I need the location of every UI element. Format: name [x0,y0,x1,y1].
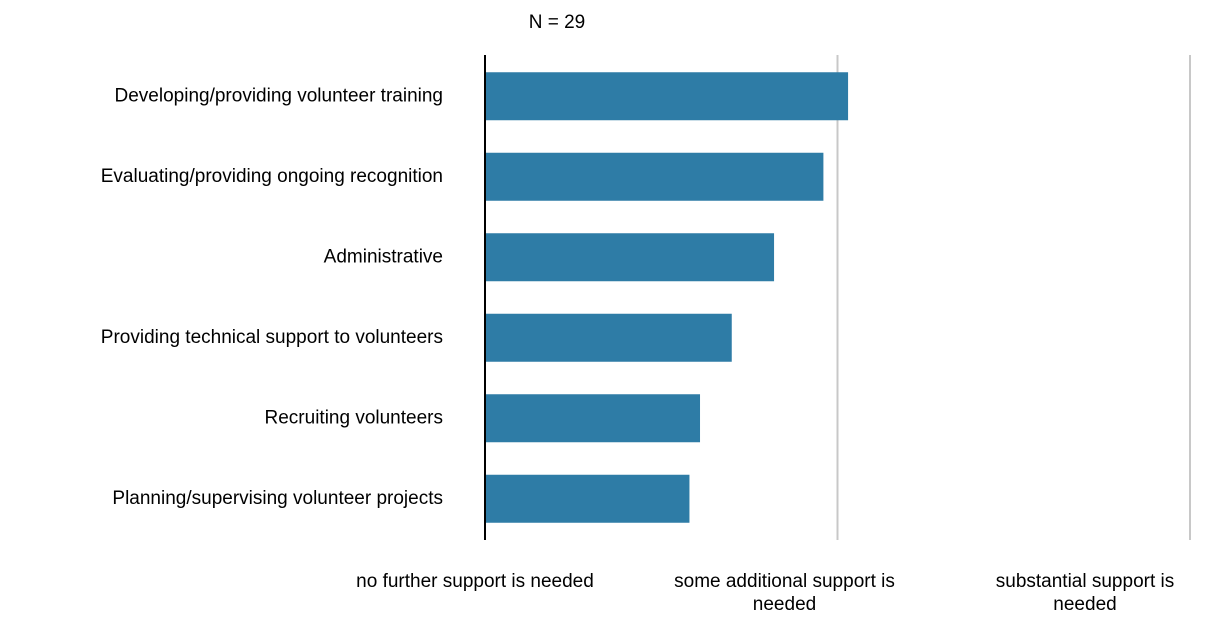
x-tick-label: substantial support is needed [995,571,1175,615]
bar [485,313,732,362]
bar [485,72,849,121]
x-tick-label: no further support is needed [356,571,594,592]
chart-subtitle: N = 29 [529,12,586,33]
y-tick-label: Providing technical support to volunteer… [101,327,443,348]
y-tick-label: Recruiting volunteers [265,407,443,428]
y-tick-label: Evaluating/providing ongoing recognition [101,166,443,187]
bar [485,394,701,443]
y-tick-label: Planning/supervising volunteer projects [112,488,443,509]
bar [485,233,775,282]
y-tick-label: Developing/providing volunteer training [115,85,443,106]
x-tick-label: some additional support is needed [674,571,895,615]
bar [485,152,824,201]
bar [485,474,690,523]
y-tick-label: Administrative [324,246,443,267]
